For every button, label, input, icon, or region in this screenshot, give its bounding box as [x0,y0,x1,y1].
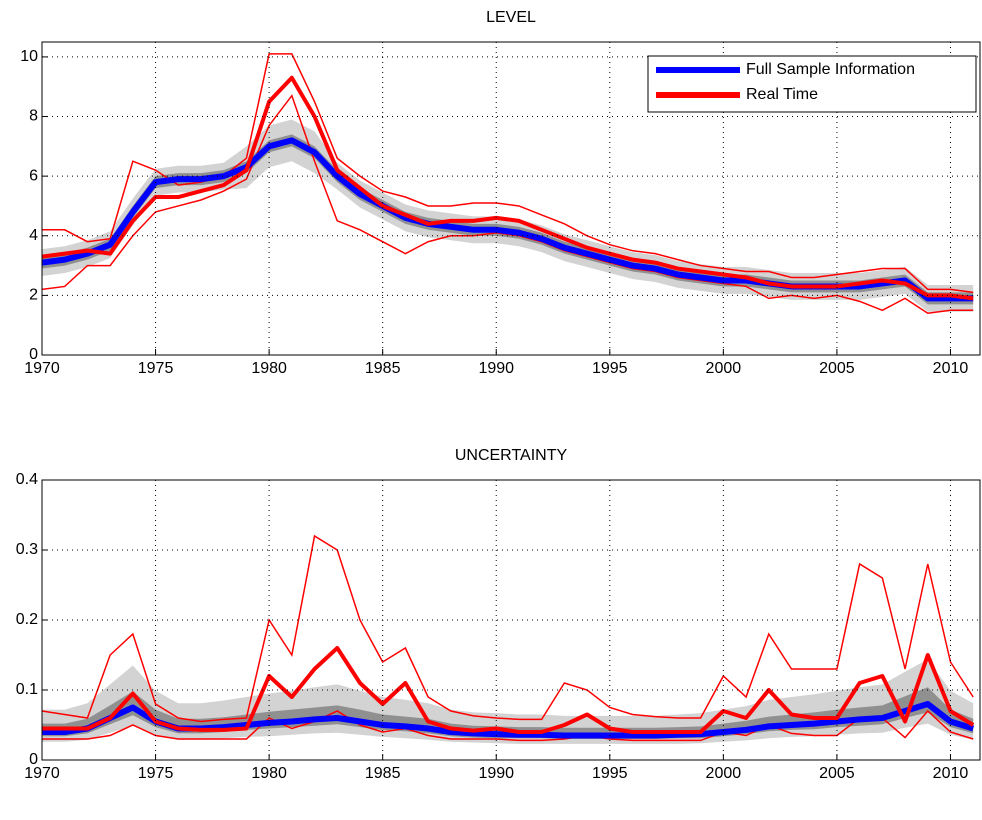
y-tick-label: 0.3 [16,541,38,558]
y-tick-label: 0 [29,751,38,768]
x-tick-label: 2010 [933,765,969,782]
x-tick-label: 1995 [592,765,628,782]
y-tick-label: 6 [29,167,38,184]
x-tick-label: 1970 [24,360,60,377]
legend-label: Full Sample Information [746,61,915,78]
legend-box [647,55,977,113]
median-line [42,646,975,734]
y-tick-label: 4 [29,227,38,244]
bound-line [41,534,974,723]
band [42,119,974,312]
x-tick-label: 2005 [819,765,855,782]
x-tick-label: 2000 [706,360,742,377]
chart-title: LEVEL [486,9,536,26]
x-tick-label: 2000 [706,765,742,782]
x-tick-label: 1990 [478,360,514,377]
y-tick-label: 0.1 [16,681,38,698]
x-tick-label: 1980 [251,765,287,782]
x-tick-label: 1980 [251,360,287,377]
x-tick-label: 1970 [24,765,60,782]
x-tick-label: 1985 [365,765,401,782]
y-tick-label: 2 [29,287,38,304]
axes-box [41,41,981,356]
y-tick-label: 0.2 [16,611,38,628]
bound-line [42,53,974,294]
y-tick-label: 0 [29,346,38,363]
x-tick-label: 2005 [819,360,855,377]
bound-line [42,709,974,742]
x-tick-label: 2010 [933,360,969,377]
band [42,134,974,305]
legend-label: Real Time [746,86,818,103]
x-tick-label: 1990 [478,765,514,782]
y-tick-label: 8 [29,108,38,125]
median-line [41,75,974,301]
x-tick-label: 1985 [365,360,401,377]
x-tick-label: 1995 [592,360,628,377]
chart-title: UNCERTAINTY [455,447,568,464]
y-tick-label: 10 [20,48,38,65]
x-tick-label: 1975 [138,765,174,782]
y-tick-label: 0.4 [16,471,38,488]
x-tick-label: 1975 [138,360,174,377]
band [42,687,974,739]
axes-box [41,479,981,761]
